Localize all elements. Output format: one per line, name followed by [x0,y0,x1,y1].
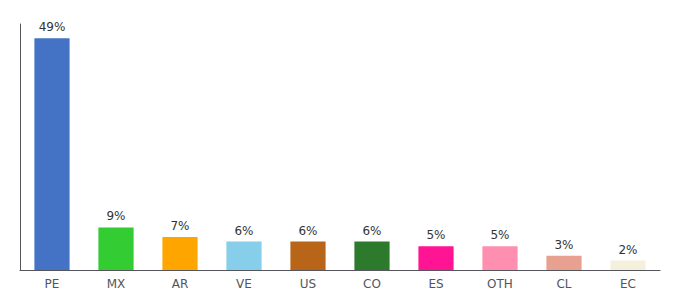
svg-text:9%: 9% [106,209,125,223]
svg-text:OTH: OTH [487,277,513,291]
svg-text:AR: AR [172,277,189,291]
svg-text:6%: 6% [362,224,381,238]
svg-text:7%: 7% [170,219,189,233]
svg-text:EC: EC [620,277,636,291]
svg-text:49%: 49% [39,20,66,34]
svg-text:VE: VE [236,277,252,291]
svg-text:PE: PE [45,277,60,291]
svg-text:MX: MX [107,277,126,291]
svg-text:6%: 6% [234,224,253,238]
svg-text:3%: 3% [554,238,573,252]
svg-text:5%: 5% [426,228,445,242]
svg-text:ES: ES [428,277,443,291]
svg-text:2%: 2% [618,243,637,257]
svg-text:5%: 5% [490,228,509,242]
svg-text:6%: 6% [298,224,317,238]
svg-text:CL: CL [556,277,571,291]
svg-text:US: US [300,277,316,291]
svg-text:CO: CO [363,277,381,291]
